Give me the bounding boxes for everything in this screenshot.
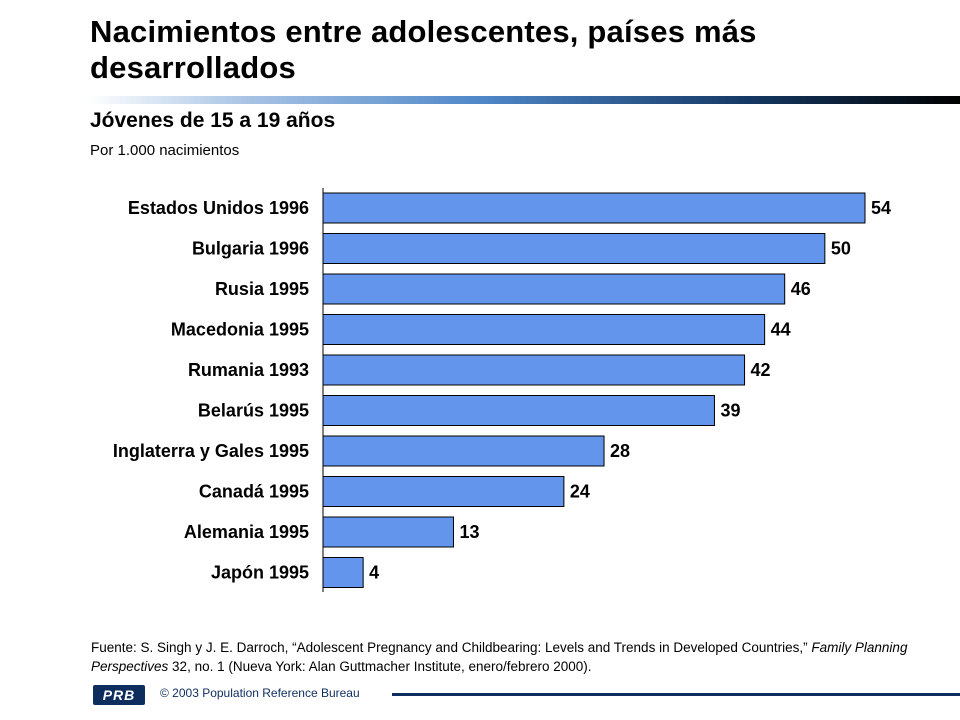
category-label: Japón 1995 <box>211 563 309 583</box>
category-label: Inglaterra y Gales 1995 <box>113 441 309 461</box>
bar <box>322 233 826 264</box>
bar <box>322 395 715 426</box>
logo-text: PRB <box>102 687 136 703</box>
value-label: 50 <box>831 239 851 259</box>
title-divider <box>88 96 960 104</box>
category-label: Estados Unidos 1996 <box>128 198 309 218</box>
value-label: 13 <box>459 522 479 542</box>
source-journal: Family Planning Perspectives <box>91 640 908 674</box>
bar <box>322 314 766 345</box>
category-label: Macedonia 1995 <box>171 320 309 340</box>
source-citation: Fuente: S. Singh y J. E. Darroch, “Adole… <box>91 638 951 676</box>
value-label: 39 <box>720 401 740 421</box>
value-label: 4 <box>369 563 379 583</box>
value-label: 44 <box>771 320 791 340</box>
bar <box>322 516 454 548</box>
chart-title: Nacimientos entre adolescentes, países m… <box>90 14 757 85</box>
category-label: Bulgaria 1996 <box>192 239 309 259</box>
value-label: 42 <box>751 360 771 380</box>
category-label: Canadá 1995 <box>199 482 309 502</box>
footer-divider <box>392 693 960 696</box>
bar <box>322 354 746 386</box>
bar-chart: Estados Unidos 1996 54 Bulgaria 1996 50 Rusi… <box>113 188 891 592</box>
chart-subtitle: Jóvenes de 15 a 19 años <box>90 109 336 132</box>
value-label: 24 <box>570 482 590 502</box>
copyright-text: © 2003 Population Reference Bureau <box>160 686 360 700</box>
category-label: Alemania 1995 <box>184 522 309 542</box>
source-suffix: 32, no. 1 (Nueva York: Alan Guttmacher I… <box>168 659 592 674</box>
bar <box>322 476 565 507</box>
bar <box>322 273 786 305</box>
value-label: 28 <box>610 441 630 461</box>
category-label: Belarús 1995 <box>198 401 309 421</box>
category-label: Rusia 1995 <box>215 279 309 299</box>
value-label: 46 <box>791 279 811 299</box>
value-label: 54 <box>871 198 891 218</box>
bar <box>322 435 605 467</box>
source-prefix: Fuente: S. Singh y J. E. Darroch, “Adole… <box>91 640 812 655</box>
bar <box>322 192 866 224</box>
category-label: Rumania 1993 <box>188 360 309 380</box>
bar <box>322 557 364 588</box>
unit-note: Por 1.000 nacimientos <box>90 142 240 159</box>
prb-logo: PRB <box>93 685 145 705</box>
